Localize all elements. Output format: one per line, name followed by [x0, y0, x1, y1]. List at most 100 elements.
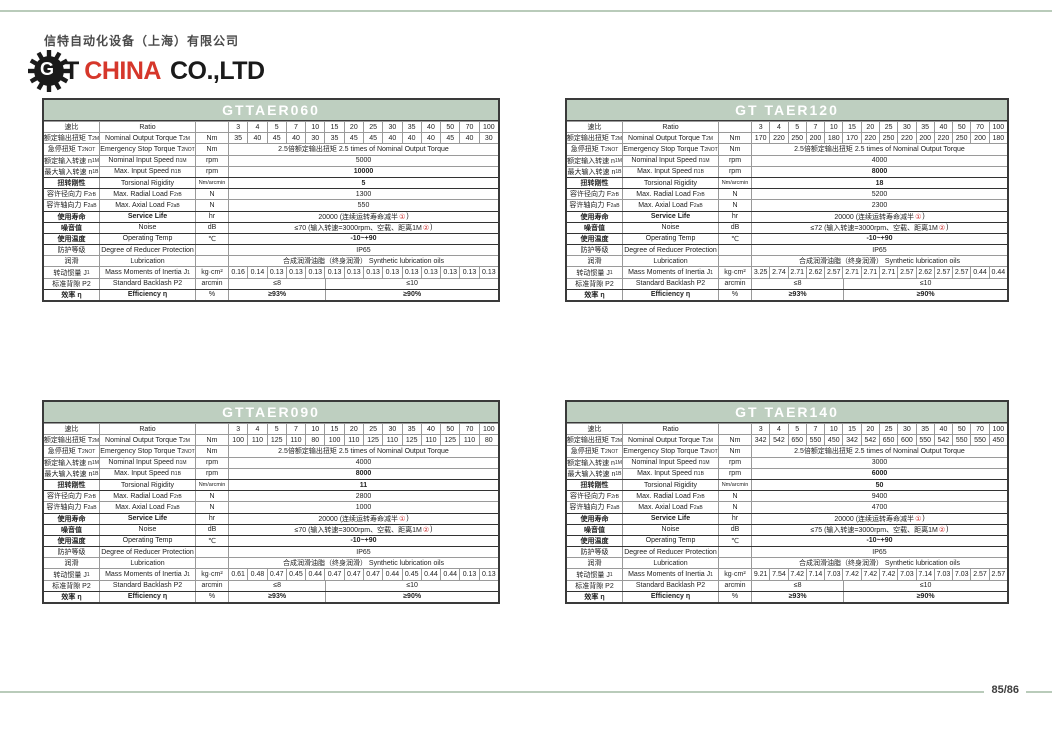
page-number: 85/86: [984, 684, 1026, 696]
row-unit: hr: [196, 513, 229, 524]
data-cell: 0.13: [460, 569, 480, 580]
brand-co-ltd-text: CO.,LTD: [169, 56, 265, 85]
ratio-row: 速比 Ratio 3 4 5 7 10 15 20 25 30 35 40 50 70 100: [567, 423, 1007, 435]
data-cell: 45: [345, 133, 364, 144]
label-subscript: 1M: [702, 158, 710, 165]
label-subscript: 1: [86, 270, 90, 277]
label-text: 额定输出扭矩 T: [44, 437, 93, 445]
row-unit: arcmin: [196, 278, 229, 289]
label-text: Torsional Rigidity: [644, 481, 697, 489]
row-label-zh: 润滑: [567, 256, 623, 267]
label-text: Mass Moments of Inertia J: [628, 269, 711, 277]
data-cell: ≤10: [919, 280, 932, 288]
data-cell: 2.71: [843, 267, 862, 278]
data-cell: 2.5倍额定输出扭矩 2.5 times of Nominal Output T…: [794, 146, 965, 154]
circled-number: ②: [938, 224, 946, 232]
row-label-en: Nominal Input Speed n 1M: [100, 457, 196, 468]
label-text: 噪音值: [584, 526, 605, 534]
spec-row: 额定输入转速 n 1M Nominal Input Speed n 1M rpm 3000: [567, 456, 1007, 468]
label-subscript: 2NOT: [181, 146, 195, 153]
data-cell: 20000 (连续运转寿命减半 ①): [752, 212, 1007, 222]
label-text: Max. Axial Load F: [638, 201, 694, 209]
data-cell: 35: [325, 133, 345, 144]
data-cell: ≤10: [919, 582, 932, 590]
row-label-en: Nominal Output Torque T 2M: [100, 133, 196, 144]
row-label-en: Efficiency η: [623, 289, 719, 300]
data-cell: 125: [364, 435, 384, 446]
row-label-en: Max. Axial Load F 2aB: [623, 502, 719, 513]
label-text: Operating Temp: [122, 235, 173, 243]
spec-row: 效率 η Efficiency η% ≥93% ≥90%: [567, 590, 1007, 602]
row-unit: dB: [719, 524, 752, 535]
label-text: Max. Radial Load F: [113, 190, 174, 198]
row-unit: Nm: [719, 446, 752, 457]
label-text: Service Life: [127, 213, 168, 221]
data-cell: 2.62: [917, 267, 935, 278]
data-cell: 11: [359, 481, 368, 489]
data-cell: ≤8: [229, 580, 327, 591]
data-cell: 2.57: [935, 267, 954, 278]
label-text: 额定输入转速 n: [567, 157, 615, 165]
label-text: 噪音值: [584, 224, 605, 232]
label-subscript: 1B: [615, 471, 622, 478]
ratio-value: 25: [880, 122, 899, 133]
data-cell: 0.47: [268, 569, 287, 580]
label-text: Max. Radial Load F: [636, 190, 697, 198]
row-unit: ℃: [196, 233, 229, 245]
data-cell: IP65: [872, 548, 887, 556]
data-cell: 2.71: [880, 267, 899, 278]
data-cell: ≤8: [752, 580, 845, 591]
data-cell: 80: [306, 435, 326, 446]
table-title: GTTAER090: [44, 402, 498, 423]
row-label-en: Emergency Stop Torque T 2NOT: [100, 144, 196, 155]
ratio-value: 50: [953, 424, 972, 435]
data-cell: 45: [441, 133, 461, 144]
company-logo: 信特自动化设备（上海）有限公司: [28, 32, 288, 123]
data-text: ≤75 (输入转速=3000rpm、空载、距离1M: [810, 526, 938, 534]
row-label-zh: 效率 η: [44, 289, 100, 300]
data-cell: 0.44: [971, 267, 990, 278]
label-subscript: 2aB: [693, 504, 703, 511]
data-text: 20000 (连续运转寿命减半: [834, 213, 915, 221]
label-text: 效率 η: [584, 291, 605, 299]
spec-row: 额定输入转速 n 1M Nominal Input Speed n 1M rpm 4000: [567, 154, 1007, 166]
ratio-value: 3: [752, 424, 771, 435]
row-label-zh: 噪音值: [567, 524, 623, 535]
ratio-value: 40: [422, 122, 442, 133]
row-label-zh: 防护等级: [567, 547, 623, 558]
data-cell: 40: [383, 133, 403, 144]
data-cell: ≤8: [229, 278, 327, 289]
data-cell: 550: [953, 435, 972, 446]
ratio-value: 25: [364, 424, 384, 435]
label-text: 润滑: [64, 560, 79, 568]
spec-row: 扭转刚性 Torsional Rigidity Nm/arcmin 5: [44, 176, 498, 189]
label-text: 转动惯量 J: [576, 269, 610, 277]
data-cell: 250: [789, 133, 807, 144]
row-label-zh: 额定输入转速 n 1M: [567, 457, 623, 468]
data-cell: -10~+90: [350, 537, 377, 545]
spec-row: 使用温度 Operating Temp ℃ -10~+90: [567, 232, 1007, 245]
label-text: 使用温度: [580, 235, 609, 243]
label-text: 额定输出扭矩 T: [567, 135, 616, 143]
row-label-en: Operating Temp: [623, 535, 719, 547]
row-unit: Nm: [719, 435, 752, 446]
label-text: Service Life: [650, 213, 691, 221]
label-text: Noise: [661, 526, 680, 534]
spec-table-gt-taer120: GT TAER120 速比 Ratio 3 4 5 7 10 15 20 25 30 35 40 50 70 1…: [565, 98, 1009, 302]
data-cell: 180: [825, 133, 844, 144]
spec-row: 使用温度 Operating Temp ℃ -10~+90: [567, 534, 1007, 547]
label-text: Max. Input Speed n: [114, 470, 175, 478]
ratio-value: 15: [843, 122, 862, 133]
row-unit: dB: [196, 222, 229, 233]
row-label-en: Standard Backlash P2: [100, 278, 196, 289]
data-cell: 0.48: [248, 569, 268, 580]
label-text: Emergency Stop Torque T: [623, 447, 705, 455]
data-cell: ≥93%: [752, 591, 845, 602]
row-label-zh: 效率 η: [567, 289, 623, 300]
brand-letter-g: G: [40, 59, 55, 79]
data-cell: 2.74: [770, 267, 789, 278]
ratio-value: 25: [364, 122, 384, 133]
data-cell: 0.47: [364, 569, 384, 580]
